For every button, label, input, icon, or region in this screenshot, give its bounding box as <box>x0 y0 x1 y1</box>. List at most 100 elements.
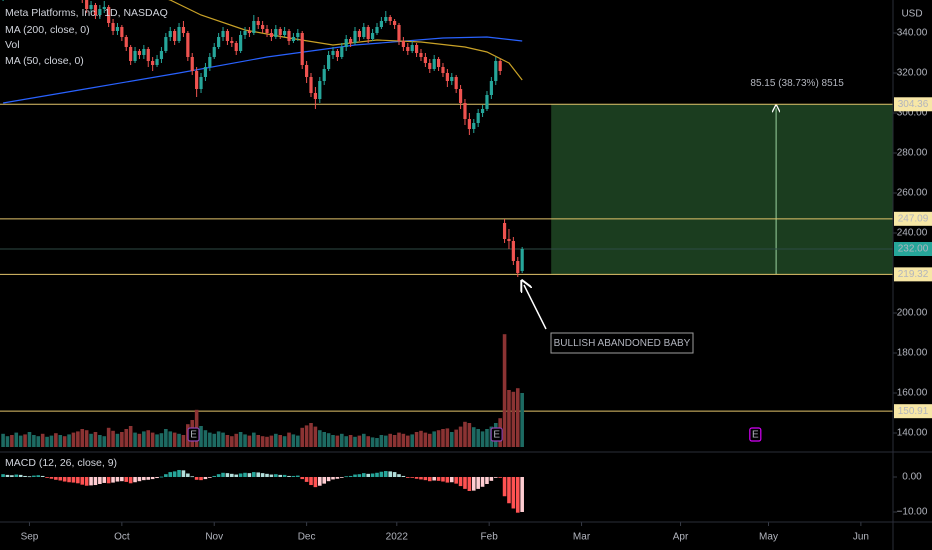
candle-body <box>296 33 300 37</box>
volume-bar <box>89 433 93 447</box>
y-tick-label: 320.00 <box>897 68 928 79</box>
volume-bar <box>340 433 344 447</box>
earnings-marker <box>187 427 200 442</box>
macd-bar <box>414 476 419 479</box>
candle-body <box>392 21 397 25</box>
volume-bar <box>221 432 225 447</box>
volume-bar <box>142 431 146 447</box>
macd-bar <box>45 476 49 478</box>
candle-body <box>476 113 480 123</box>
candle-body <box>502 223 507 239</box>
earnings-label: E <box>493 430 500 441</box>
macd-bar <box>10 475 14 477</box>
candle-body <box>335 51 340 57</box>
macd-bar <box>366 473 370 477</box>
macd-bar <box>172 471 177 477</box>
macd-bar <box>344 476 349 478</box>
volume-bar <box>441 429 445 447</box>
macd-bar <box>423 476 428 481</box>
macd-bar <box>287 475 291 477</box>
macd-bar <box>168 472 173 477</box>
x-tick-label: Oct <box>114 532 130 543</box>
volume-bar <box>291 434 296 447</box>
candle-body <box>313 93 318 99</box>
candle-body <box>344 39 348 47</box>
volume-bar <box>159 433 164 447</box>
macd-bar <box>405 476 410 478</box>
macd-bar <box>309 476 313 486</box>
volume-bar <box>216 431 221 447</box>
volume-bar <box>71 432 76 447</box>
volume-bar <box>507 390 511 447</box>
macd-bar <box>137 476 142 482</box>
volume-bar <box>203 430 208 447</box>
volume-bar <box>375 438 379 447</box>
macd-bar <box>419 476 423 480</box>
volume-bar <box>124 429 129 447</box>
currency: USD <box>901 9 922 20</box>
macd-bar <box>150 476 155 480</box>
volume-bar <box>234 433 239 447</box>
candle-body <box>208 57 212 67</box>
volume-bar <box>27 432 32 447</box>
macd-bar <box>146 476 151 480</box>
volume-bar <box>401 433 406 447</box>
macd-bar <box>502 476 507 497</box>
candle-body <box>186 33 190 57</box>
candle-body <box>305 65 309 77</box>
macd-bar <box>225 473 230 477</box>
candle-body <box>419 53 423 57</box>
candle-body <box>445 73 449 81</box>
volume-bar <box>212 433 217 447</box>
macd-bar <box>436 476 441 481</box>
volume-bar <box>137 433 142 447</box>
volume-bar <box>62 436 67 447</box>
candle-body <box>436 59 441 67</box>
level-tag <box>894 97 932 112</box>
candle-body <box>516 261 520 273</box>
candle-body <box>137 51 142 55</box>
macd-bar <box>441 476 445 482</box>
candle-body <box>480 109 485 113</box>
macd-bar <box>375 472 379 477</box>
volume-bar <box>467 423 472 447</box>
volume-bar <box>274 433 278 447</box>
macd-bar <box>291 475 296 477</box>
volume-bar <box>40 433 45 447</box>
macd-bar <box>194 476 199 480</box>
volume-bar <box>67 434 71 447</box>
macd-bar <box>40 475 45 477</box>
candle-body <box>261 25 265 29</box>
candle-body <box>353 31 357 43</box>
volume-bar <box>49 435 54 447</box>
macd-bar <box>49 476 54 479</box>
y-tick-label: 260.00 <box>897 188 928 199</box>
volume-bar <box>383 435 388 447</box>
x-tick-label: 2022 <box>386 532 409 543</box>
x-tick-label: Sep <box>21 532 39 543</box>
candle-body <box>384 17 388 21</box>
macd-bar <box>243 472 247 477</box>
volume-bar <box>423 432 428 447</box>
candle-body <box>124 37 128 47</box>
volume-bar <box>331 435 335 447</box>
volume-bar <box>379 435 384 447</box>
candle-body <box>225 31 230 41</box>
volume-bar <box>58 435 63 447</box>
volume-bar <box>155 434 159 447</box>
macd-bar <box>89 476 93 486</box>
macd-bar <box>159 476 164 478</box>
macd-bar <box>507 476 511 504</box>
candle-body <box>467 119 471 129</box>
macd-bar <box>467 476 472 491</box>
annotation-box <box>550 332 694 354</box>
macd-bar <box>58 476 63 481</box>
macd-bar <box>186 473 190 477</box>
macd-bar <box>164 474 168 477</box>
candle-body <box>441 67 445 73</box>
candle-body <box>230 41 234 43</box>
macd-bar <box>76 476 80 484</box>
volume-bar <box>199 426 203 447</box>
candle-body <box>414 45 419 53</box>
macd-bar <box>102 476 107 483</box>
